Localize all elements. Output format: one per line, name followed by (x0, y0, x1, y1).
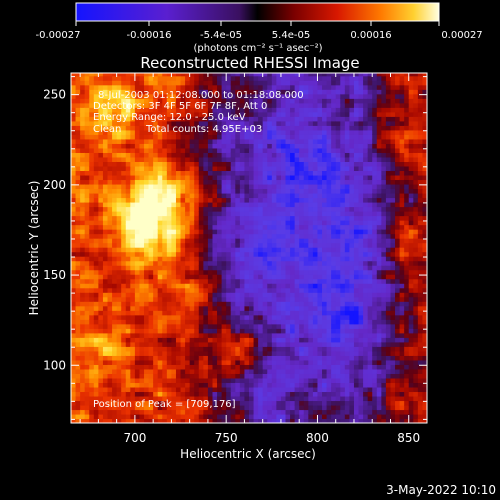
y-axis-label: Heliocentric Y (arcsec) (27, 181, 41, 316)
colorbar-tick-0: -0.00027 (36, 30, 81, 41)
annotation-counts: Total counts: 4.95E+03 (145, 124, 262, 135)
y-tick-label: 100 (43, 358, 66, 372)
colorbar (75, 2, 440, 22)
annotation-energy: Energy Range: 12.0 - 25.0 keV (93, 112, 246, 123)
colorbar-unit-label: (photons cm⁻² s⁻¹ asec⁻²) (193, 43, 322, 54)
colorbar-ticks (75, 21, 440, 26)
x-tick-label: 800 (306, 431, 329, 445)
x-tick-label: 850 (397, 431, 420, 445)
heatmap-image (71, 73, 427, 423)
colorbar-tick-1: -0.00016 (127, 30, 172, 41)
colorbar-tick-4: 0.00016 (350, 30, 391, 41)
chart-title: Reconstructed RHESSI Image (140, 54, 359, 72)
colorbar-tick-5: 0.00027 (441, 30, 482, 41)
axis-ticks (71, 73, 427, 423)
colorbar-tick-3: 5.4e-05 (272, 30, 310, 41)
x-tick-label: 750 (215, 431, 238, 445)
x-tick-label: 700 (123, 431, 146, 445)
colorbar-tick-2: -5.4e-05 (200, 30, 242, 41)
annotation-peak: Position of Peak = [709,176] (93, 399, 236, 410)
date-stamp: 3-May-2022 10:10 (386, 483, 496, 497)
x-axis-label: Heliocentric X (arcsec) (180, 447, 316, 461)
annotation-time: 8-Jul-2003 01:12:08.000 to 01:18:08.000 (98, 90, 304, 101)
annotation-method: Clean (93, 124, 121, 135)
y-tick-label: 150 (43, 268, 66, 282)
y-tick-label: 250 (43, 88, 66, 102)
y-tick-label: 200 (43, 178, 66, 192)
axis-tick-labels: 700 750 800 850 100 150 200 250 (43, 88, 420, 445)
annotation-detectors: Detectors: 3F 4F 5F 6F 7F 8F, Att 0 (93, 101, 267, 112)
plot-frame (70, 72, 428, 424)
